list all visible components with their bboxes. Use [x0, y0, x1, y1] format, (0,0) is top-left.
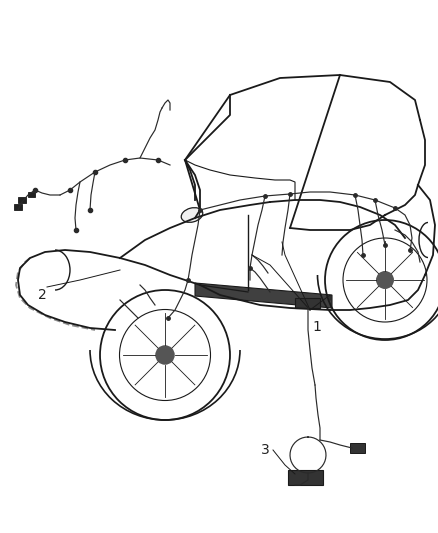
Bar	[18, 197, 26, 203]
Ellipse shape	[181, 208, 203, 222]
Circle shape	[155, 345, 175, 365]
Polygon shape	[195, 283, 332, 308]
Bar	[288, 470, 323, 485]
Bar	[350, 443, 365, 453]
Circle shape	[376, 271, 394, 289]
Bar	[28, 192, 35, 197]
Text: 3: 3	[261, 443, 269, 457]
Text: 1: 1	[312, 320, 321, 334]
Text: 2: 2	[38, 288, 46, 302]
Bar	[14, 204, 22, 210]
Bar	[295, 298, 320, 308]
